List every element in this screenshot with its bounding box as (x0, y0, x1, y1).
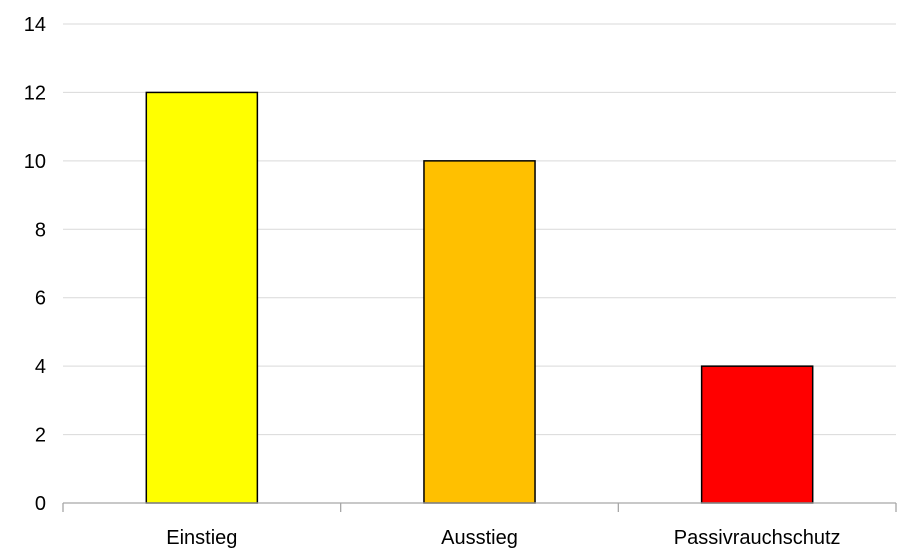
y-tick-label: 8 (35, 219, 46, 241)
y-tick-label: 14 (24, 14, 46, 36)
y-tick-labels: 0 2 4 6 8 10 12 14 (24, 14, 46, 515)
x-tick-labels: Einstieg Ausstieg Passivrauchschutz (166, 527, 840, 549)
y-tick-label: 12 (24, 82, 46, 104)
y-tick-label: 0 (35, 493, 46, 515)
x-tick-label: Passivrauchschutz (674, 527, 841, 549)
x-axis (62, 502, 897, 512)
y-tick-label: 2 (35, 425, 46, 447)
bar (145, 91, 259, 504)
bar (700, 365, 814, 504)
bars (145, 91, 814, 504)
bar (423, 160, 536, 504)
y-tick-label: 10 (24, 151, 46, 173)
y-tick-label: 4 (35, 356, 46, 378)
x-tick-label: Einstieg (166, 527, 237, 549)
x-tick-label: Ausstieg (441, 527, 518, 549)
y-tick-label: 6 (35, 288, 46, 310)
